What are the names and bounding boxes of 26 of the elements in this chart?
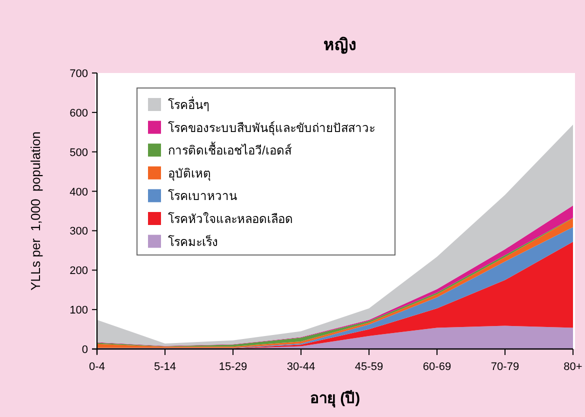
- y-tick-label: 500: [70, 146, 88, 159]
- y-tick-label: 0: [82, 344, 88, 356]
- legend-label: อุบัติเหตุ: [168, 166, 211, 182]
- x-tick-label: 5-14: [154, 361, 176, 373]
- y-tick-label: 300: [70, 226, 88, 238]
- y-tick-label: 200: [70, 265, 88, 278]
- legend-label: โรคของระบบสืบพันธุ์และขับถ่ายปัสสาวะ: [168, 120, 375, 136]
- x-tick-label: 60-69: [422, 361, 452, 373]
- y-tick-label: 400: [70, 186, 88, 198]
- legend-label: โรคอื่นๆ: [168, 96, 209, 112]
- x-tick-label: 80+: [564, 361, 582, 373]
- y-tick-label: 600: [70, 107, 88, 120]
- y-tick-label: 100: [70, 304, 88, 317]
- legend-label: โรคมะเร็ง: [168, 234, 218, 249]
- x-tick-label: 0-4: [89, 361, 105, 373]
- y-tick-label: 700: [70, 68, 88, 80]
- x-tick-label: 30-44: [286, 361, 316, 373]
- x-tick-label: 70-79: [490, 361, 520, 373]
- x-tick-label: 45-59: [354, 361, 384, 373]
- y-axis-title: YLLs per 1,000 population: [28, 131, 43, 291]
- x-tick-label: 15-29: [218, 361, 248, 373]
- legend-label: การติดเชื้อเอชไอวี/เอดส์: [168, 142, 292, 158]
- x-axis-title: อายุ (ปี): [310, 390, 360, 408]
- legend-label: โรคเบาหวาน: [168, 189, 237, 204]
- chart-title: หญิง: [324, 36, 356, 55]
- legend-label: โรคหัวใจและหลอดเลือด: [168, 212, 293, 226]
